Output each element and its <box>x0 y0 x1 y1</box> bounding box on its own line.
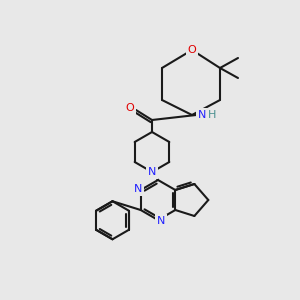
Text: N: N <box>134 184 142 194</box>
Text: N: N <box>157 216 165 226</box>
Text: O: O <box>126 103 134 113</box>
Text: O: O <box>188 45 196 55</box>
Text: H: H <box>208 110 216 120</box>
Text: N: N <box>198 110 206 120</box>
Text: N: N <box>148 167 156 177</box>
